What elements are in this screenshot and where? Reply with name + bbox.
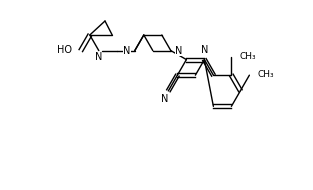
Text: N: N [123, 46, 131, 56]
Text: N: N [95, 52, 102, 62]
Text: CH₃: CH₃ [257, 70, 274, 79]
Text: CH₃: CH₃ [239, 52, 256, 61]
Text: HO: HO [57, 45, 72, 55]
Text: N: N [201, 45, 208, 55]
Text: N: N [161, 94, 168, 104]
Text: N: N [175, 46, 182, 56]
